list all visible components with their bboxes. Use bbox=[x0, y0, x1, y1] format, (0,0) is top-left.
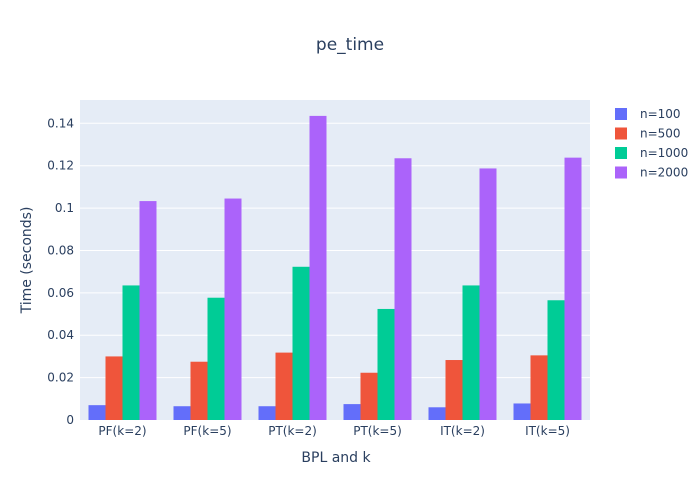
bar bbox=[207, 297, 225, 420]
y-tick-label: 0.06 bbox=[47, 286, 74, 300]
bar bbox=[377, 308, 395, 420]
legend-label: n=500 bbox=[640, 127, 681, 141]
x-axis-title: BPL and k bbox=[301, 450, 371, 466]
legend-swatch bbox=[615, 166, 627, 179]
legend: n=100 n=500 n=1000 n=2000 bbox=[615, 107, 688, 180]
y-tick-label: 0.08 bbox=[47, 243, 74, 257]
y-tick-label: 0 bbox=[66, 413, 74, 427]
bar bbox=[122, 285, 140, 420]
bar bbox=[428, 407, 446, 420]
x-tick-label: IT(k=5) bbox=[525, 424, 570, 438]
bar bbox=[445, 360, 463, 420]
x-tick-label: PT(k=2) bbox=[268, 424, 317, 438]
bar bbox=[275, 352, 293, 420]
legend-label: n=100 bbox=[640, 107, 681, 121]
x-axis-ticks: PF(k=2) PF(k=5) PT(k=2) PT(k=5) IT(k=2) IT(k=… bbox=[98, 424, 570, 438]
bar bbox=[343, 404, 361, 420]
legend-item: n=2000 bbox=[615, 166, 688, 180]
bar bbox=[394, 158, 412, 421]
x-tick-label: IT(k=2) bbox=[440, 424, 485, 438]
legend-item: n=1000 bbox=[615, 146, 688, 160]
y-tick-label: 0.1 bbox=[55, 201, 74, 215]
y-axis-ticks: 0 0.02 0.04 0.06 0.08 0.1 0.12 0.14 bbox=[47, 116, 74, 427]
legend-label: n=1000 bbox=[640, 146, 688, 160]
bar bbox=[564, 157, 582, 420]
chart-title: pe_time bbox=[316, 35, 384, 55]
y-tick-label: 0.04 bbox=[47, 328, 74, 342]
x-tick-label: PT(k=5) bbox=[353, 424, 402, 438]
y-tick-label: 0.12 bbox=[47, 159, 74, 173]
bar bbox=[462, 285, 480, 420]
legend-swatch bbox=[615, 108, 627, 120]
bar bbox=[360, 372, 378, 420]
y-tick-label: 0.14 bbox=[47, 116, 74, 130]
plot-area bbox=[80, 100, 590, 420]
bar bbox=[479, 168, 497, 420]
x-tick-label: PF(k=2) bbox=[98, 424, 146, 438]
bars bbox=[88, 115, 582, 421]
bar bbox=[105, 356, 123, 420]
bar bbox=[139, 201, 157, 420]
bar bbox=[173, 406, 191, 420]
legend-swatch bbox=[615, 147, 627, 159]
bar bbox=[224, 198, 242, 420]
bar bbox=[513, 403, 531, 420]
y-tick-label: 0.02 bbox=[47, 371, 74, 385]
bar bbox=[309, 115, 327, 420]
legend-label: n=2000 bbox=[640, 166, 688, 180]
bar bbox=[292, 266, 310, 420]
bar bbox=[530, 355, 548, 420]
x-tick-label: PF(k=5) bbox=[183, 424, 231, 438]
gridlines bbox=[80, 122, 590, 379]
bar bbox=[190, 361, 208, 420]
bar bbox=[547, 300, 565, 420]
legend-item: n=500 bbox=[615, 127, 681, 141]
legend-item: n=100 bbox=[615, 107, 681, 121]
bar bbox=[88, 405, 106, 420]
bar bbox=[258, 406, 276, 420]
legend-swatch bbox=[615, 127, 627, 140]
y-axis-title: Time (seconds) bbox=[19, 207, 35, 315]
